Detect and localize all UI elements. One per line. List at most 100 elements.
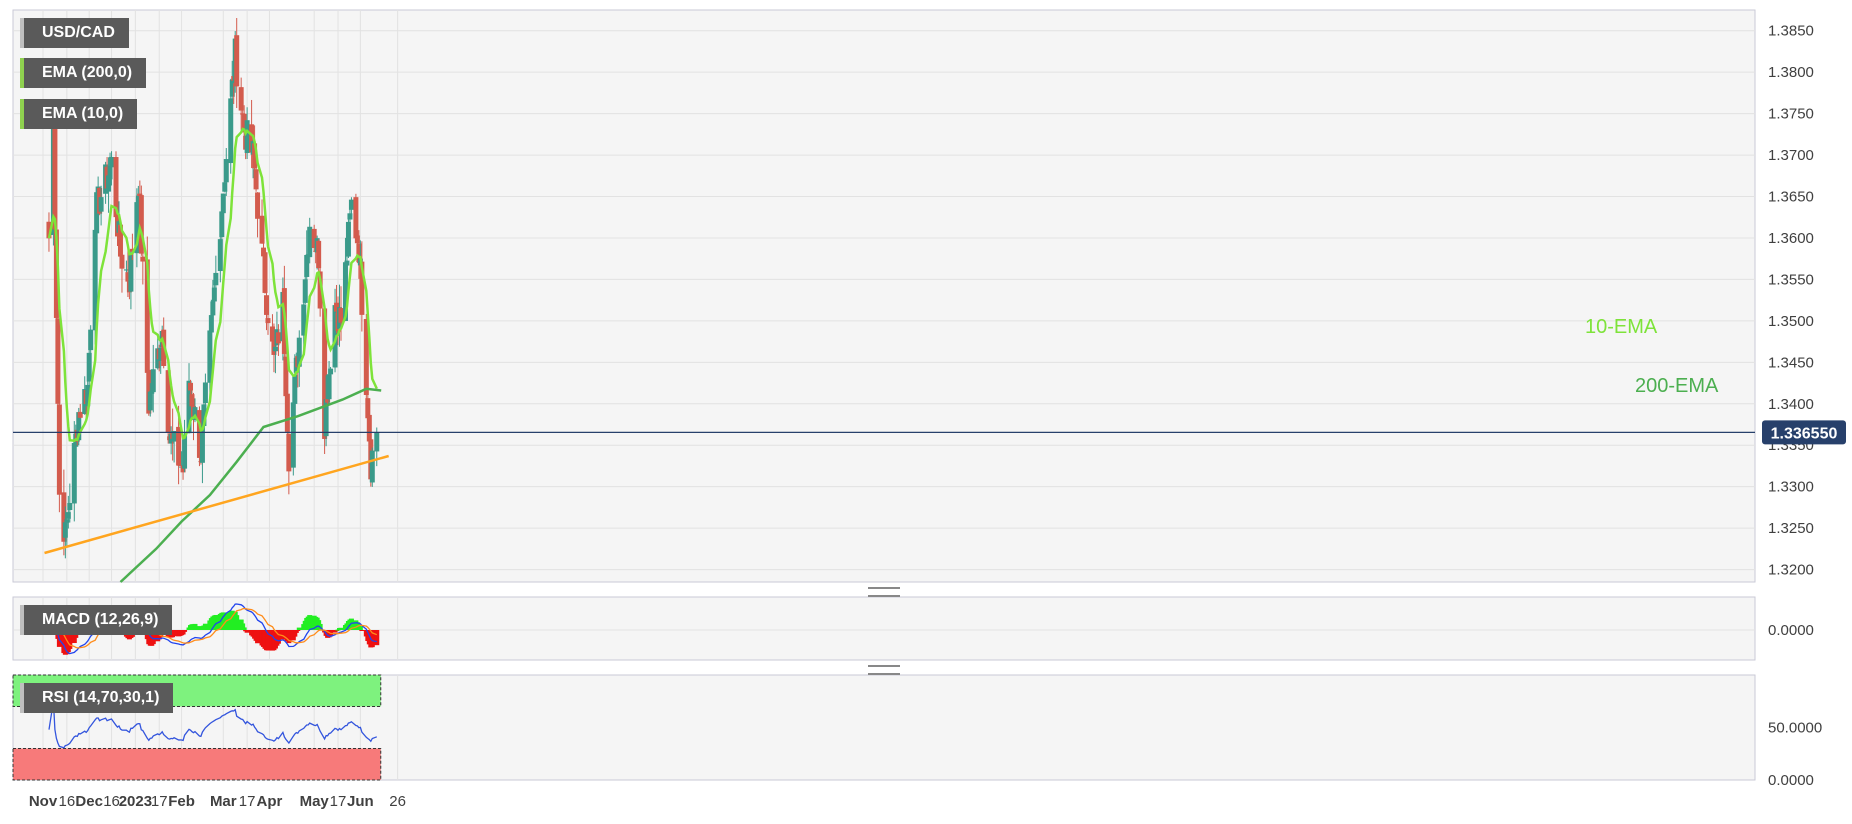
x-tick-label: Mar <box>210 793 237 810</box>
candle-body <box>356 243 362 263</box>
candle-body <box>255 192 261 219</box>
candle <box>177 442 183 466</box>
candle <box>290 402 296 476</box>
candle-body <box>244 120 250 154</box>
candle <box>328 366 334 378</box>
candle <box>342 237 348 322</box>
candle-body <box>265 318 271 324</box>
candle <box>345 215 351 259</box>
candle <box>369 447 375 487</box>
candle-body <box>149 390 155 394</box>
candle-body <box>363 318 369 395</box>
candle <box>138 185 144 256</box>
candle <box>316 239 322 273</box>
candle-body <box>369 450 375 483</box>
candle-body <box>176 426 182 466</box>
y-tick-label: 1.3700 <box>1768 147 1814 164</box>
candle <box>259 199 265 244</box>
y-tick-label: 1.3650 <box>1768 189 1814 206</box>
y-tick-label: 1.3550 <box>1768 271 1814 288</box>
candle <box>348 197 354 216</box>
candle-body <box>219 211 225 238</box>
candle <box>326 361 332 406</box>
y-tick-label: 1.3200 <box>1768 562 1814 579</box>
macd-hist-bar <box>244 630 250 633</box>
candle-body <box>182 434 188 469</box>
candle-body <box>208 315 214 333</box>
candle <box>338 286 344 341</box>
x-tick-label: Feb <box>168 793 195 810</box>
candle-body <box>144 259 150 373</box>
macd-hist-bar <box>296 627 302 630</box>
candle-body <box>147 391 153 411</box>
x-tick-label: Nov <box>29 793 58 810</box>
candle <box>61 469 67 556</box>
candle <box>140 247 146 285</box>
candle <box>323 375 329 447</box>
candle-body <box>317 271 323 309</box>
candle-body <box>259 215 265 244</box>
ema200-tag[interactable]: EMA (200,0) <box>20 58 147 88</box>
candle-body <box>106 175 112 192</box>
x-tick-label: 16 <box>58 793 75 810</box>
x-tick-label: 2023 <box>119 793 152 810</box>
macd-hist-bar <box>292 630 298 637</box>
candle-body <box>249 124 255 153</box>
ema200-annotation: 200-EMA <box>1635 375 1719 397</box>
macd-hist-bar <box>348 618 354 630</box>
candle-body <box>326 374 332 400</box>
candle-body <box>67 502 73 511</box>
candle-body <box>62 522 68 538</box>
y-tick-label: 1.3400 <box>1768 396 1814 413</box>
macd-hist-bar <box>275 630 281 644</box>
x-tick-label: 17 <box>151 793 168 810</box>
candle-body <box>332 305 338 368</box>
candle-body <box>311 228 317 249</box>
candle-body <box>88 329 94 351</box>
y-tick-label: 1.3750 <box>1768 106 1814 123</box>
candle-body <box>322 308 328 439</box>
candle-body <box>328 368 334 375</box>
candle-body <box>119 254 125 269</box>
candle <box>119 240 125 293</box>
pane-resize-handle-macd[interactable] <box>868 587 900 597</box>
macd-hist-bar <box>359 630 365 631</box>
y-tick-label: 1.3250 <box>1768 520 1814 537</box>
candle-body <box>207 330 213 383</box>
y-tick-label: 1.3300 <box>1768 479 1814 496</box>
candle-body <box>211 287 217 302</box>
candle <box>262 251 268 294</box>
candle <box>269 314 275 343</box>
candle-body <box>134 202 140 254</box>
pane-resize-handle-rsi[interactable] <box>868 665 900 675</box>
candle <box>147 383 153 417</box>
candle-body <box>238 87 244 111</box>
candle-body <box>342 262 348 321</box>
macd-hist-bar <box>332 630 338 633</box>
candle <box>171 430 177 463</box>
candle-body <box>189 394 195 407</box>
candle-body <box>107 166 113 180</box>
candle-body <box>210 301 216 316</box>
candle-body <box>180 465 186 473</box>
candle-body <box>217 239 223 272</box>
candle <box>213 255 219 291</box>
macd-tag[interactable]: MACD (12,26,9) <box>20 605 173 635</box>
symbol-tag[interactable]: USD/CAD <box>20 18 129 48</box>
macd-hist-bar <box>180 630 186 635</box>
candle <box>88 325 94 359</box>
rsi-tag[interactable]: RSI (14,70,30,1) <box>20 683 174 713</box>
candle-body <box>325 399 331 403</box>
candle-body <box>86 352 92 382</box>
candle-body <box>344 260 350 266</box>
macd-hist-bar <box>192 623 198 630</box>
candle-body <box>345 221 351 257</box>
candle-body <box>241 113 247 133</box>
candle-body <box>302 279 308 303</box>
ema10-tag[interactable]: EMA (10,0) <box>20 99 138 129</box>
candle <box>109 151 115 186</box>
y-tick-label: 1.3850 <box>1768 23 1814 40</box>
y-tick-label: 1.3450 <box>1768 354 1814 371</box>
candle <box>255 192 261 238</box>
